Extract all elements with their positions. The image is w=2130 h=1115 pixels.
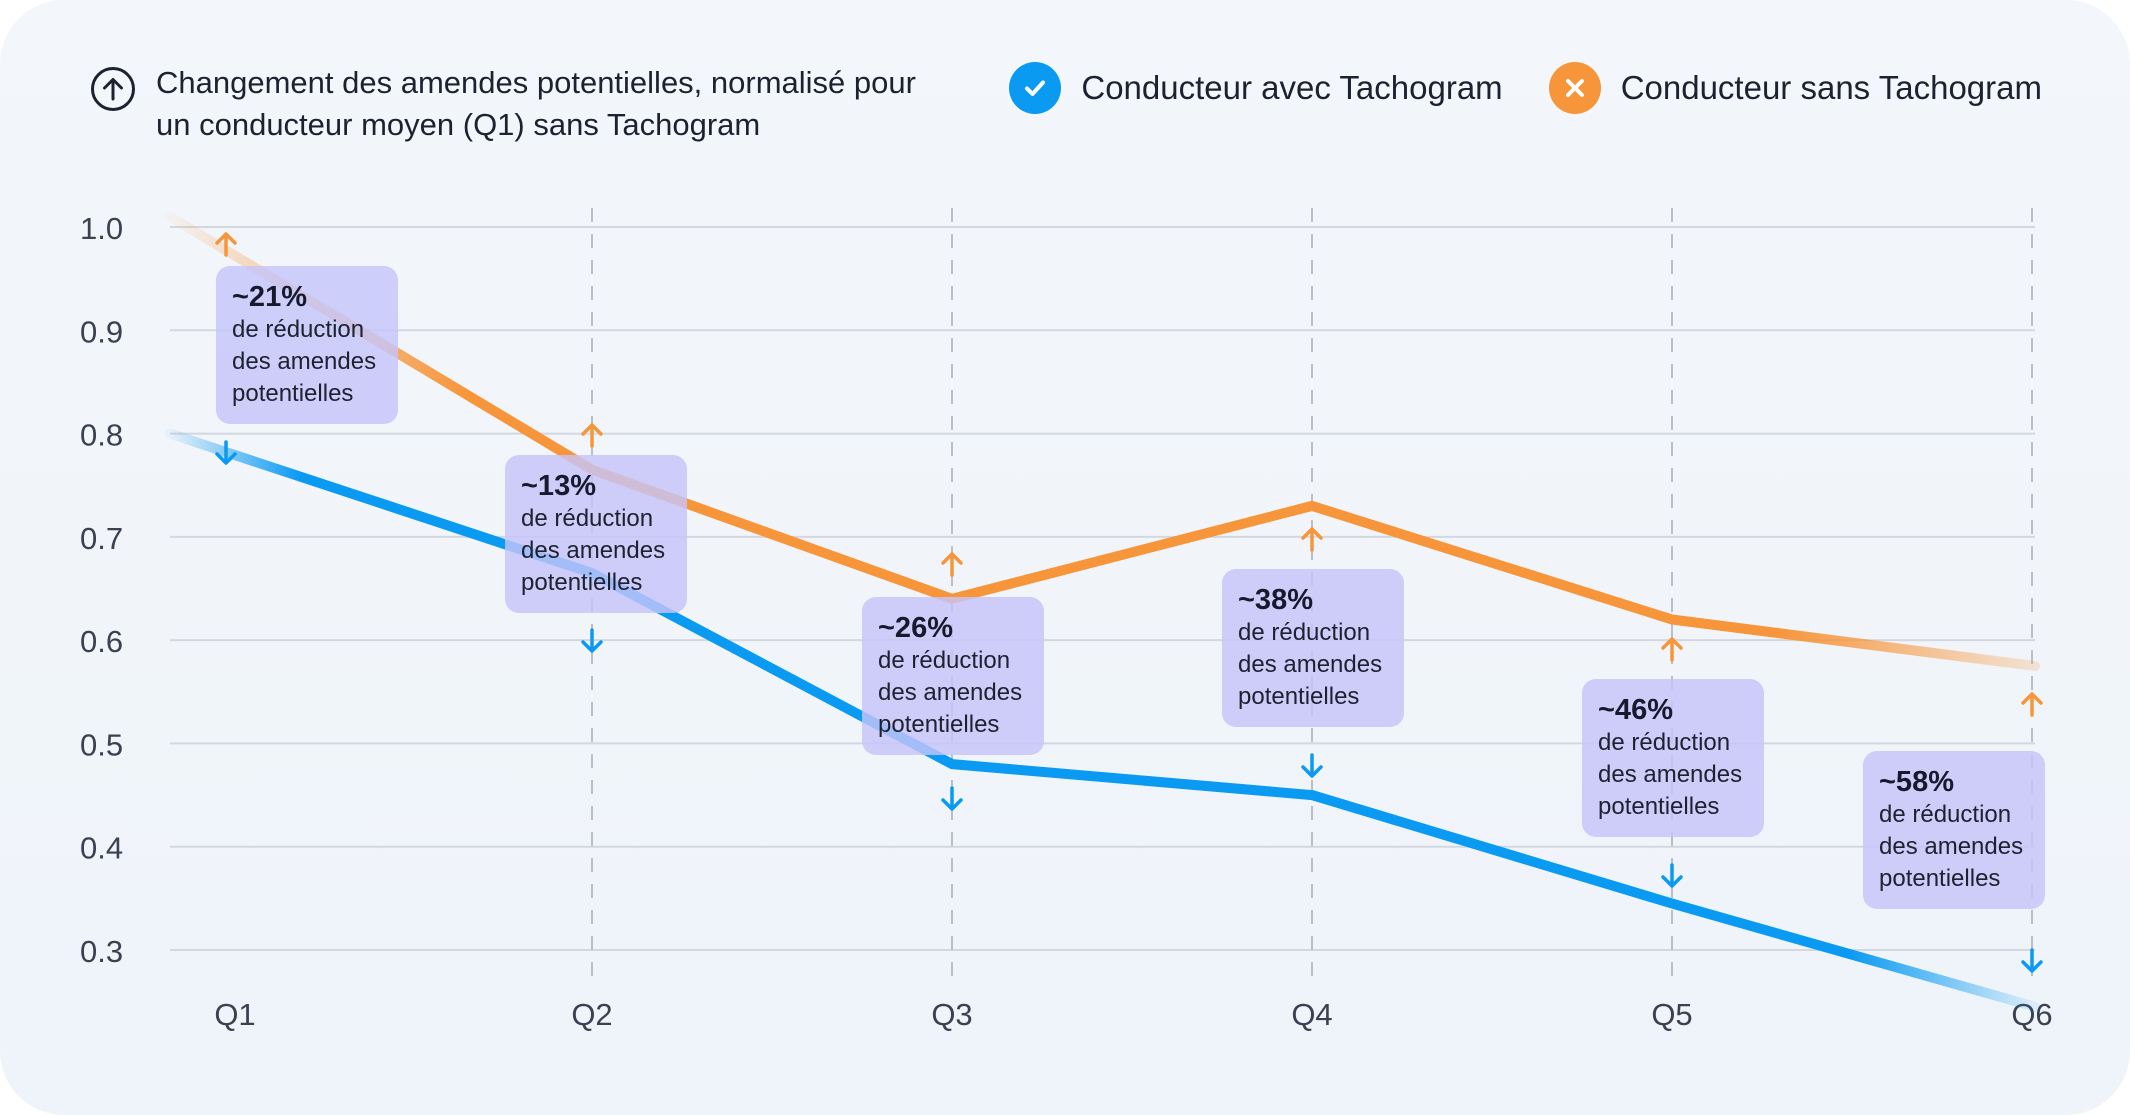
- arrow-up-icon: [1301, 527, 1323, 552]
- x-tick-label: Q1: [214, 997, 255, 1032]
- reduction-description: de réduction des amendes potentielles: [1879, 801, 2024, 892]
- marker-down: [941, 786, 963, 811]
- reduction-callout-q4: ~38% de réduction des amendes potentiell…: [1222, 569, 1404, 727]
- y-tick-label: 0.9: [80, 314, 123, 349]
- horizontal-gridlines: [170, 226, 2035, 951]
- legend-item-without-tachogram: Conducteur sans Tachogram: [1548, 62, 2042, 114]
- reduction-percent: ~46%: [1598, 694, 1673, 726]
- reduction-description: de réduction des amendes potentielles: [1238, 619, 1383, 710]
- arrow-up-icon: [581, 423, 603, 448]
- marker-down: [2021, 948, 2043, 973]
- arrow-up-icon: [1661, 637, 1683, 662]
- x-tick-label: Q3: [931, 997, 972, 1032]
- reduction-percent: ~21%: [232, 281, 307, 313]
- reduction-callout-q3: ~26% de réduction des amendes potentiell…: [862, 597, 1044, 755]
- arrow-up-icon: [2021, 692, 2043, 717]
- reduction-description: de réduction des amendes potentielles: [1598, 729, 1743, 820]
- reduction-percent: ~58%: [1879, 766, 1954, 798]
- reduction-callout-q5: ~46% de réduction des amendes potentiell…: [1582, 679, 1764, 837]
- y-tick-label: 0.4: [80, 831, 123, 866]
- arrow-down-icon: [2021, 948, 2043, 973]
- arrow-up-circle-icon: [91, 67, 135, 111]
- chart-title: Changement des amendes potentielles, nor…: [90, 62, 916, 146]
- reduction-percent: ~13%: [521, 470, 596, 502]
- reduction-percent: ~38%: [1238, 584, 1313, 616]
- marker-down: [1301, 753, 1323, 778]
- y-tick-label: 0.7: [80, 521, 123, 556]
- marker-down: [1661, 863, 1683, 888]
- marker-up: [1301, 527, 1323, 552]
- arrow-markers: [215, 232, 2043, 973]
- legend-item-with-tachogram: Conducteur avec Tachogram: [1009, 62, 1503, 114]
- arrow-down-icon: [215, 440, 237, 465]
- series-line-without-tachogram: [165, 211, 2040, 671]
- x-tick-label: Q4: [1291, 997, 1332, 1032]
- marker-up: [941, 552, 963, 577]
- x-tick-label: Q5: [1651, 997, 1692, 1032]
- close-icon: [1548, 62, 1601, 114]
- legend: Conducteur avec Tachogram Conducteur san…: [963, 62, 2042, 114]
- marker-up: [215, 232, 237, 257]
- marker-down: [215, 440, 237, 465]
- y-tick-label: 0.5: [80, 727, 123, 762]
- marker-down: [581, 628, 603, 653]
- arrow-up-icon: [941, 552, 963, 577]
- arrow-up-icon: [215, 232, 237, 257]
- y-tick-label: 0.6: [80, 624, 123, 659]
- series-lines: [165, 211, 2040, 1012]
- reduction-description: de réduction des amendes potentielles: [878, 647, 1023, 738]
- marker-up: [2021, 692, 2043, 717]
- reduction-description: de réduction des amendes potentielles: [232, 316, 377, 407]
- x-axis-tick-labels: Q1 Q2 Q3 Q4 Q5 Q6: [214, 997, 2052, 1032]
- reduction-callout-q2: ~13% de réduction des amendes potentiell…: [505, 455, 687, 613]
- legend-label-without-tachogram: Conducteur sans Tachogram: [1620, 69, 2042, 106]
- legend-label-with-tachogram: Conducteur avec Tachogram: [1081, 69, 1503, 106]
- reduction-callout-q1: ~21% de réduction des amendes potentiell…: [216, 266, 398, 424]
- arrow-down-icon: [1301, 753, 1323, 778]
- arrow-down-icon: [581, 628, 603, 653]
- marker-up: [1661, 637, 1683, 662]
- chart-title-text: Changement des amendes potentielles, nor…: [156, 65, 916, 142]
- check-icon: [1009, 62, 1062, 114]
- y-axis-tick-labels: 1.0 0.9 0.8 0.7 0.6 0.5 0.4 0.3: [80, 211, 123, 969]
- marker-up: [581, 423, 603, 448]
- y-tick-label: 0.8: [80, 418, 123, 453]
- y-tick-label: 0.3: [80, 934, 123, 969]
- reduction-percent: ~26%: [878, 612, 953, 644]
- arrow-down-icon: [941, 786, 963, 811]
- x-tick-label: Q2: [571, 997, 612, 1032]
- arrow-down-icon: [1661, 863, 1683, 888]
- reduction-description: de réduction des amendes potentielles: [521, 505, 666, 596]
- reduction-callout-q6: ~58% de réduction des amendes potentiell…: [1863, 751, 2045, 909]
- y-tick-label: 1.0: [80, 211, 123, 246]
